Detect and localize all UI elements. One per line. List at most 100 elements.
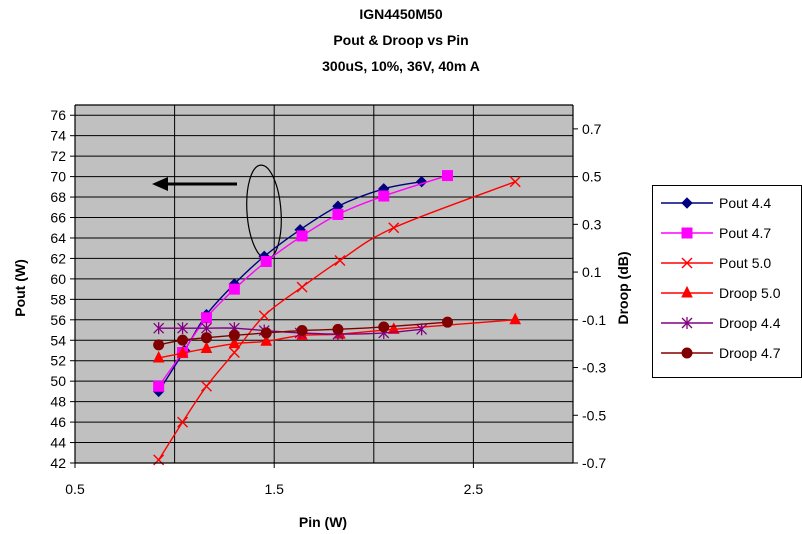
y-left-tick-label: 70 [50,169,66,185]
tick-labels: 42 44 46 48 50 52 54 56 58 60 62 64 66 68 70 72 74 76 -0.7… [50,107,606,497]
chart-title-line-2: Pout & Droop vs Pin [333,32,469,48]
data-point [177,416,189,428]
data-point [177,322,189,335]
legend-item: Pout 4.7 [653,223,801,243]
data-point [153,339,165,351]
data-point [378,321,390,333]
legend-marker [681,347,693,359]
y-left-tick-label: 60 [50,271,66,287]
data-point [296,325,308,337]
x-tick-label: 2.5 [464,481,484,497]
legend-swatch [661,285,713,298]
y-right-tick-label: -0.1 [582,312,606,328]
y-left-tick-label: 64 [50,230,66,246]
data-point [200,332,212,344]
arrow-head [152,177,168,191]
y-left-tick-label: 46 [50,414,66,430]
legend-item: Droop 4.4 [653,313,801,333]
data-point-stroke [258,310,270,322]
data-point [200,312,212,324]
legend-item: Pout 5.0 [653,253,801,273]
legend-marker [681,197,693,209]
legend-label: Droop 4.4 [719,315,781,331]
legend-marker-stroke [681,257,693,269]
y-right-tick-label: 0.1 [582,264,602,280]
data-point [228,283,240,295]
plot-area [75,105,573,463]
data-point [332,323,344,335]
legend-label: Droop 5.0 [719,285,781,301]
y-left-tick-label: 48 [50,394,66,410]
data-point [509,312,522,325]
data-point [200,341,213,353]
legend-item: Pout 4.4 [653,193,801,213]
legend-item: Droop 5.0 [653,283,801,303]
data-point [260,255,272,267]
y-left-tick-label: 74 [50,128,66,144]
data-point [258,310,270,322]
axes [74,104,574,464]
legend-label: Pout 4.7 [719,225,772,241]
data-point-stroke [228,347,240,359]
data-point [260,334,273,346]
data-point [442,316,454,328]
legend: Pout 4.4 Pout 4.7 Pout 5.0 Droop 5.0 Dro… [652,185,802,378]
legend-swatch [661,227,713,239]
data-point [228,347,240,359]
grid-lines [74,105,574,464]
legend-swatch [661,257,713,269]
y-left-tick-label: 44 [50,435,66,451]
data-point [332,208,344,220]
data-point-stroke [296,281,308,293]
y-left-tick-label: 76 [50,107,66,123]
legend-swatch [661,347,713,359]
data-point [228,336,241,349]
y-left-tick-label: 54 [50,332,66,348]
y-axis-left-label: Pout (W) [12,259,28,317]
legend-label: Pout 5.0 [719,255,772,271]
data-point [176,346,189,358]
series-droop-4-7 [153,316,454,351]
data-point [153,380,165,392]
y-left-tick-label: 50 [50,373,66,389]
data-point [442,170,454,182]
data-point [228,329,240,341]
data-point [200,380,212,392]
y-right-tick-label: -0.5 [582,407,606,423]
data-point [152,350,165,363]
data-point-stroke [388,222,400,234]
y-right-tick-label: 0.7 [582,121,602,137]
data-point [296,230,308,242]
legend-label: Pout 4.4 [719,195,772,211]
y-right-tick-label: 0.3 [582,216,602,232]
y-right-tick-label: -0.3 [582,360,606,376]
legend-swatch [661,317,713,329]
x-tick-label: 1.5 [264,481,284,497]
y-left-tick-label: 72 [50,148,66,164]
chart-title-line-1: IGN4450M50 [359,6,443,22]
legend-marker [681,317,693,329]
data-point [387,322,400,334]
legend-label: Droop 4.7 [719,345,781,361]
data-point [334,254,346,266]
legend-item: Droop 4.7 [653,343,801,363]
y-left-tick-label: 52 [50,353,66,369]
chart-title-line-3: 300uS, 10%, 36V, 40m A [322,58,480,74]
y-left-tick-label: 42 [50,455,66,471]
data-point-stroke [509,176,521,188]
data-point [388,222,400,234]
y-left-tick-label: 68 [50,189,66,205]
data-point [177,334,189,346]
x-tick-label: 0.5 [65,481,85,497]
series-pout-5-0 [153,176,521,466]
data-point [416,323,428,336]
y-axis-right-label: Droop (dB) [615,251,631,324]
data-point [260,327,272,339]
data-point [509,176,521,188]
x-axis-label: Pin (W) [299,514,347,530]
legend-marker [681,257,693,269]
y-left-tick-label: 56 [50,312,66,328]
data-point-stroke [334,254,346,266]
data-point [201,322,212,335]
